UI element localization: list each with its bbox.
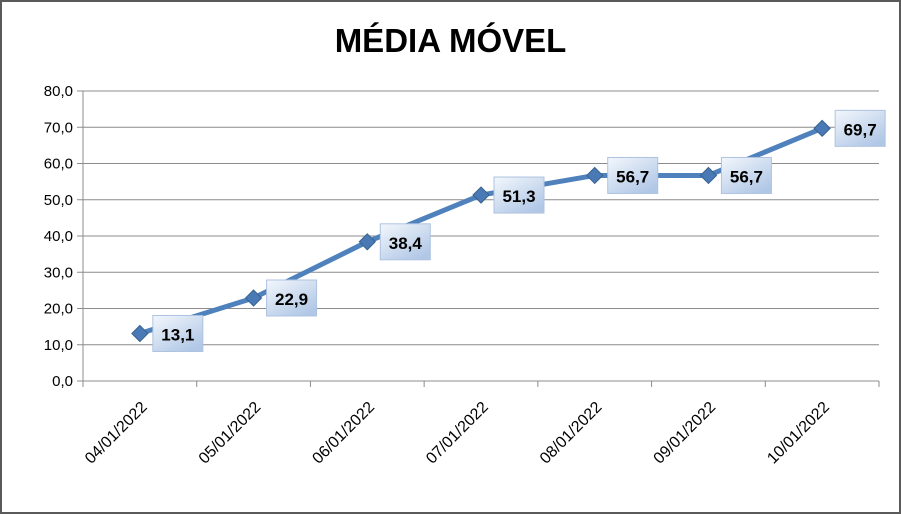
data-label-box bbox=[493, 176, 545, 214]
data-label: 56,7 bbox=[730, 167, 763, 186]
data-label: 13,1 bbox=[161, 326, 194, 345]
data-point-marker bbox=[472, 186, 490, 204]
y-tick-label: 70,0 bbox=[44, 119, 73, 136]
data-point-marker bbox=[699, 166, 718, 185]
y-tick-label: 40,0 bbox=[44, 228, 73, 245]
data-label: 51,3 bbox=[502, 187, 535, 206]
data-label-box bbox=[720, 156, 772, 194]
data-label-box bbox=[834, 109, 886, 147]
x-tick-label: 04/01/2022 bbox=[82, 399, 151, 468]
series-line bbox=[137, 125, 825, 337]
x-tick-label: 05/01/2022 bbox=[196, 399, 265, 468]
x-tick-label: 06/01/2022 bbox=[309, 399, 378, 468]
data-point-marker bbox=[586, 166, 604, 185]
y-tick-label: 80,0 bbox=[44, 83, 73, 100]
data-label-box bbox=[266, 279, 318, 317]
data-label: 56,7 bbox=[616, 167, 649, 186]
y-tick-label: 30,0 bbox=[44, 264, 73, 281]
data-label-box bbox=[152, 315, 204, 353]
data-label: 22,9 bbox=[275, 290, 308, 309]
x-tick-label: 08/01/2022 bbox=[537, 399, 606, 468]
y-tick-label: 20,0 bbox=[44, 301, 73, 318]
data-label-box bbox=[607, 156, 659, 194]
data-point-marker bbox=[244, 289, 263, 307]
data-point-marker bbox=[358, 233, 376, 251]
data-point-marker bbox=[131, 324, 149, 343]
y-tick-label: 10,0 bbox=[44, 337, 73, 354]
data-label-box bbox=[379, 223, 431, 261]
x-tick-label: 09/01/2022 bbox=[651, 399, 720, 468]
data-label: 69,7 bbox=[844, 120, 877, 139]
data-label: 38,4 bbox=[389, 234, 423, 253]
x-tick-label: 07/01/2022 bbox=[423, 399, 492, 468]
y-tick-label: 50,0 bbox=[44, 192, 73, 209]
x-tick-label: 10/01/2022 bbox=[764, 399, 833, 468]
chart-title: MÉDIA MÓVEL bbox=[334, 22, 567, 59]
y-tick-label: 0,0 bbox=[52, 373, 73, 390]
data-point-marker bbox=[813, 119, 831, 138]
y-tick-label: 60,0 bbox=[44, 156, 73, 173]
